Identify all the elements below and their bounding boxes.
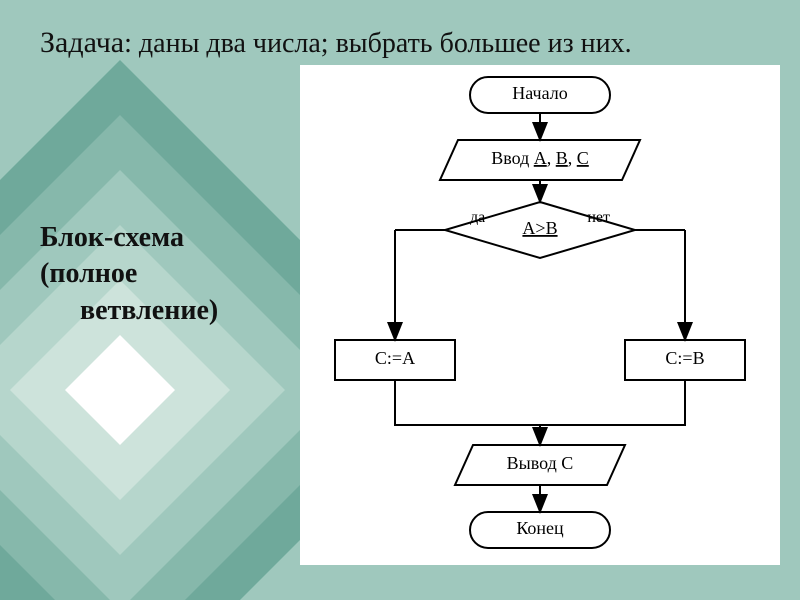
side-label: Блок-схема (полное ветвление) (40, 220, 300, 329)
svg-text:Начало: Начало (512, 83, 567, 103)
svg-text:Конец: Конец (516, 518, 564, 538)
flowchart-frame: Начало Ввод А, В, С А>В С:=А С:=В Вывод С Коне… (300, 65, 780, 565)
svg-text:Вывод С: Вывод С (507, 453, 574, 473)
svg-text:Ввод А, В, С: Ввод А, В, С (491, 148, 589, 168)
side-label-line2: (полное (40, 258, 137, 289)
svg-text:да: да (470, 209, 485, 226)
side-label-line1: Блок-схема (40, 222, 184, 253)
svg-text:С:=В: С:=В (665, 348, 704, 368)
svg-text:С:=А: С:=А (375, 348, 415, 368)
task-title-rest: : даны два числа; выбрать большее из них… (124, 28, 632, 59)
svg-text:нет: нет (587, 209, 610, 226)
task-title: Задача: даны два числа; выбрать большее … (40, 24, 780, 62)
flowchart-svg: Начало Ввод А, В, С А>В С:=А С:=В Вывод С Коне… (300, 65, 780, 565)
task-title-lead: Задача (40, 26, 124, 59)
content-layer: Задача: даны два числа; выбрать большее … (0, 0, 800, 600)
side-label-line3: ветвление) (80, 293, 300, 329)
svg-text:А>В: А>В (522, 218, 557, 238)
